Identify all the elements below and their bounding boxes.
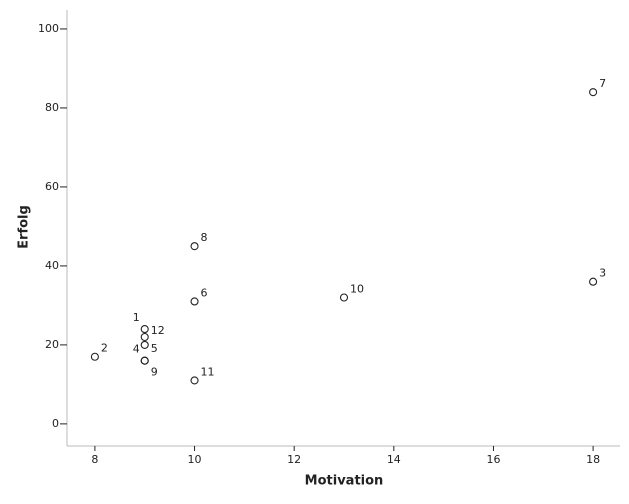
point-label: 6 [201,286,208,299]
point-label: 7 [599,77,606,90]
point [589,88,598,97]
x-tick-label: 14 [387,453,401,466]
point [589,277,598,286]
y-tick-label: 80 [45,101,59,114]
y-tick-label: 100 [38,22,59,35]
point-label: 1 [133,311,140,324]
point [140,340,149,349]
point-label: 3 [599,267,606,280]
point [190,242,199,251]
point [190,297,199,306]
y-tick-label: 20 [45,338,59,351]
point-label: 11 [201,365,215,378]
point-label: 8 [201,231,208,244]
y-tick-label: 60 [45,180,59,193]
point [140,332,149,342]
point-label: 10 [350,283,364,296]
y-axis-title: Erfolg [17,205,32,249]
x-tick-label: 18 [586,453,600,466]
point [140,356,149,365]
x-tick-label: 10 [188,453,202,466]
point [339,293,349,302]
point-label: 4 [133,343,140,356]
point-label: 2 [101,342,108,355]
x-tick-label: 8 [91,453,98,466]
point [90,352,99,361]
point-label: 12 [151,324,165,337]
y-tick-label: 40 [45,259,59,272]
y-tick-label: 0 [52,417,59,430]
point [190,376,199,385]
point-label: 9 [151,366,158,379]
x-tick-label: 12 [287,453,301,466]
x-tick-label: 16 [486,453,500,466]
point [140,325,149,334]
point-label: 5 [151,342,158,355]
x-axis-title: Motivation [305,474,384,489]
